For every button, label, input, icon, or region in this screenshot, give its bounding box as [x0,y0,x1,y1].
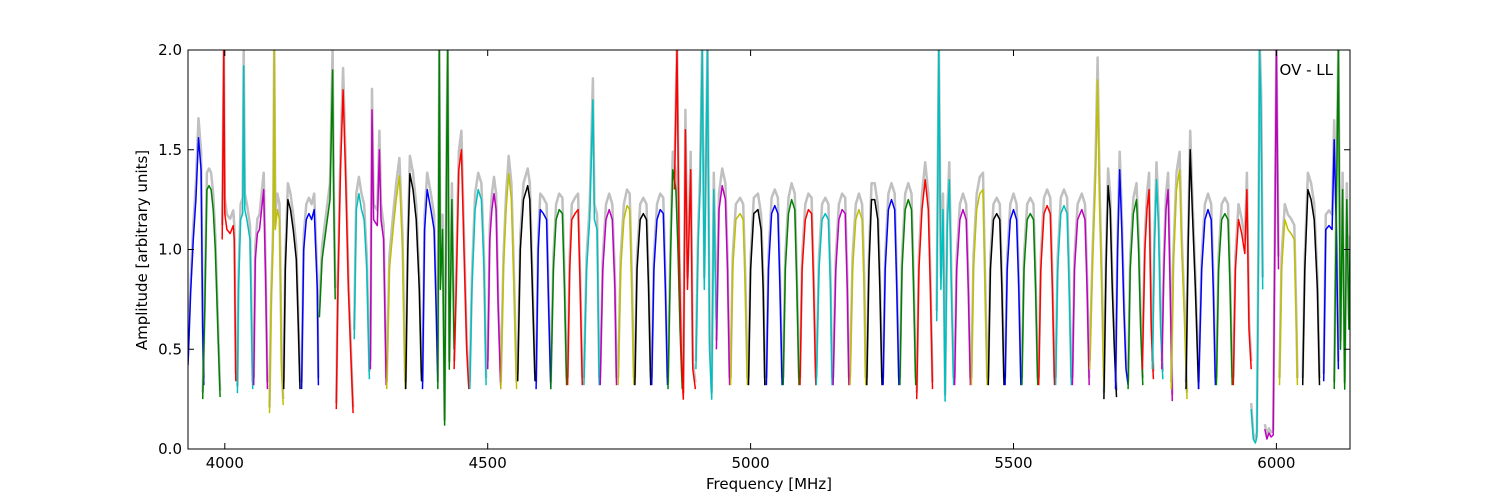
series-line-62 [1185,149,1200,390]
series-line-60 [1161,188,1174,402]
series-line-27 [634,212,652,386]
series-line-3 [236,65,254,394]
x-tick-label-4500: 4500 [469,454,507,472]
y-tick-label-0: 0.0 [158,440,182,458]
x-tick-label-5500: 5500 [994,454,1032,472]
y-tick-label-2: 1.0 [158,241,182,259]
series-line-67 [1264,50,1280,440]
series-line-65 [1232,188,1252,386]
series-line-28 [650,208,669,386]
series-line-58 [1141,188,1155,380]
series-line-35 [765,204,783,386]
x-tick-label-4000: 4000 [206,454,244,472]
x-tick-label-5000: 5000 [732,454,770,472]
series-line-22 [550,208,568,390]
series-line-16 [453,149,470,390]
series-line-39 [832,208,850,386]
series-line-41 [866,198,883,386]
series-line-63 [1197,208,1217,390]
series-line-43 [899,198,917,386]
series-line-48 [987,212,1005,386]
series-line-61 [1170,168,1188,400]
series-line-53 [1071,208,1090,386]
series-line-54 [1088,79,1105,386]
series-line-64 [1215,212,1233,386]
series-line-9 [335,89,354,414]
x-axis-label: Frequency [MHz] [706,475,832,493]
y-tick-label-3: 1.5 [158,141,182,159]
series-line-7 [300,208,320,390]
series-line-33 [729,212,749,386]
annotation-label: OV - LL [1280,61,1334,79]
series-line-52 [1054,204,1073,386]
series-line-19 [500,172,518,390]
series-line-18 [486,192,502,390]
series-layer [188,50,1350,444]
series-line-69 [1301,188,1321,386]
series-line-49 [1004,208,1022,386]
series-line-37 [799,208,817,386]
series-line-31 [695,50,718,400]
series-line-13 [404,172,423,390]
series-line-50 [1021,212,1039,386]
series-line-44 [915,178,934,400]
series-line-6 [282,198,301,390]
series-line-51 [1037,204,1056,386]
y-axis-label: Amplitude [arbitrary units] [133,150,151,350]
series-line-36 [782,198,800,386]
series-line-10 [353,192,371,380]
series-line-55 [1103,184,1118,400]
series-line-14 [421,188,439,390]
x-tick-label-6000: 6000 [1257,454,1295,472]
tick-layer: 4000 4500 5000 5500 6000 0.0 0.5 1.0 1.5 2.0 [158,41,1350,472]
series-line-38 [815,212,833,386]
series-line-12 [385,174,406,390]
series-line-5 [268,50,284,414]
series-line-21 [535,208,552,390]
series-line-68 [1278,218,1299,386]
series-line-66 [1250,50,1264,444]
series-line-25 [599,208,618,386]
series-line-4 [252,188,269,390]
series-line-20 [516,184,536,382]
series-line-23 [566,208,584,386]
series-line-57 [1127,198,1144,390]
series-line-17 [469,188,487,390]
series-line-59 [1151,178,1164,380]
series-line-45 [935,50,955,402]
series-line-40 [849,208,867,386]
series-line-2 [221,50,237,382]
series-line-71 [1333,50,1350,390]
series-line-15 [437,50,455,426]
series-line-42 [882,198,900,386]
y-tick-label-1: 0.5 [158,340,182,358]
series-line-24 [583,99,600,386]
series-line-0 [188,137,205,386]
series-line-26 [617,204,635,386]
series-line-32 [715,184,731,386]
y-tick-label-4: 2.0 [158,41,182,59]
background-trace-24 [582,77,601,379]
series-line-34 [747,208,766,386]
series-line-47 [970,188,988,386]
series-line-8 [318,69,336,318]
series-line-11 [369,109,387,386]
series-line-46 [953,208,972,386]
series-line-56 [1114,168,1129,390]
series-line-30 [673,50,697,400]
series-line-1 [201,184,221,400]
